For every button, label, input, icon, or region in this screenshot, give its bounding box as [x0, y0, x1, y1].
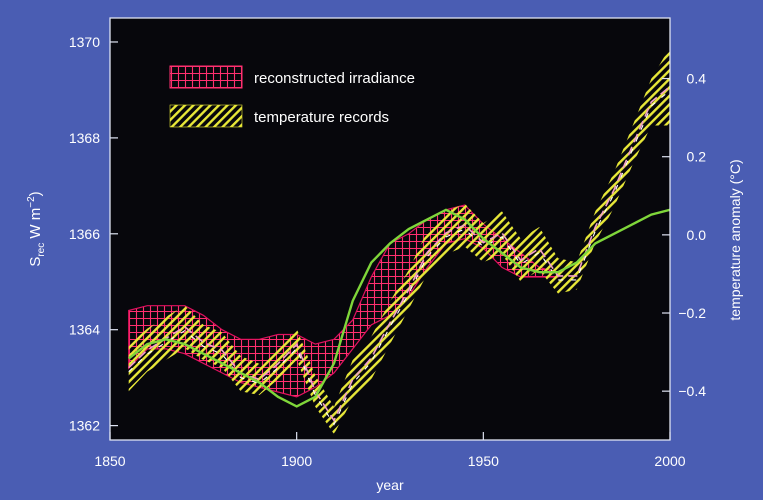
series-layer [127, 47, 670, 435]
legend-swatch-irradiance [169, 65, 243, 89]
legend-label-irradiance: reconstructed irradiance [254, 70, 415, 87]
smoothed-irradiance-line [127, 208, 670, 408]
plot-frame [109, 17, 671, 441]
y-right-tick-label: 0.4 [687, 71, 707, 87]
legend: reconstructed irradiance temperature rec… [169, 65, 415, 128]
x-tick-label: 1850 [94, 453, 125, 469]
y-axis-label-right: temperature anomaly (°C) [727, 159, 743, 320]
x-tick-label: 1900 [281, 453, 312, 469]
legend-swatch-temperature [169, 104, 243, 128]
temperature-line-white [128, 89, 670, 426]
axes-layer: 1850 1900 1950 2000 1362 1364 1366 1368 1370 −0.4… [69, 34, 706, 469]
x-axis-label: year [376, 477, 404, 493]
y-left-tick-label: 1368 [69, 130, 100, 146]
y-left-tick-label: 1362 [69, 418, 100, 434]
y-left-tick-label: 1364 [69, 322, 100, 338]
y-right-tick-label: −0.2 [678, 305, 706, 321]
x-tick-label: 2000 [654, 453, 685, 469]
y-axis-label-left: Srec W m−2) [26, 191, 47, 266]
y-right-tick-label: −0.4 [678, 383, 706, 399]
temperature-line-pink [128, 85, 670, 423]
y-right-tick-label: 0.2 [687, 149, 707, 165]
y-right-tick-label: 0.0 [687, 227, 707, 243]
legend-label-temperature: temperature records [254, 109, 389, 126]
y-left-tick-label: 1370 [69, 34, 100, 50]
y-left-tick-label: 1366 [69, 226, 100, 242]
x-tick-label: 1950 [468, 453, 499, 469]
